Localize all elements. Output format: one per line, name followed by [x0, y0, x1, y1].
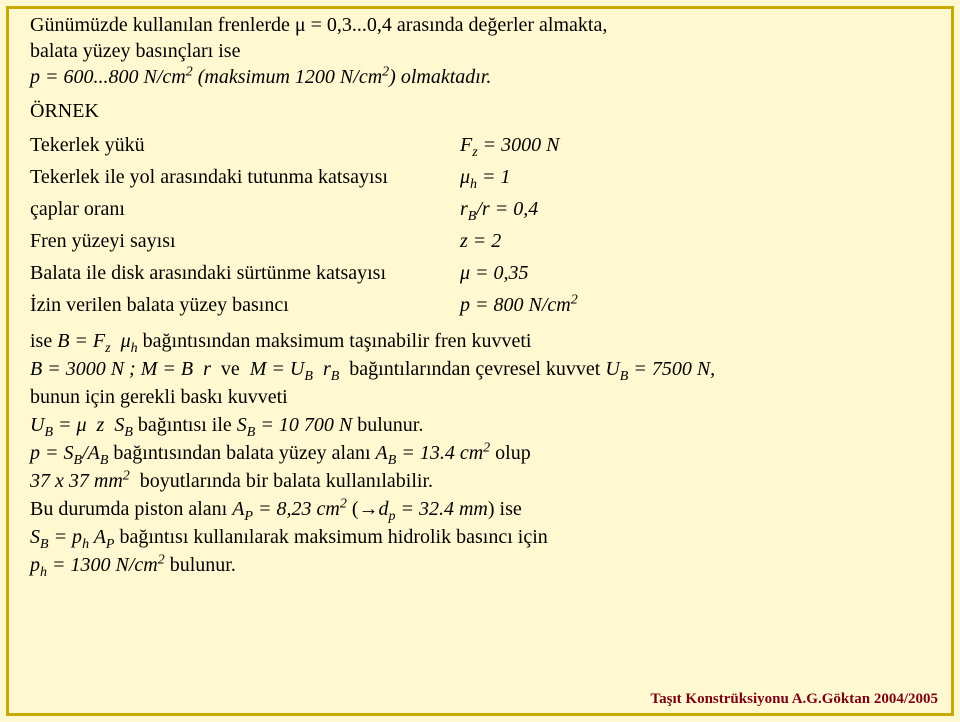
param-value: μh = 1 — [460, 164, 930, 190]
param-value: rB/r = 0,4 — [460, 196, 930, 222]
param-value: μ = 0,35 — [460, 260, 930, 286]
param-label: İzin verilen balata yüzey basıncı — [30, 292, 460, 318]
param-label: çaplar oranı — [30, 196, 460, 222]
table-row: çaplar oranı rB/r = 0,4 — [30, 196, 930, 222]
table-row: İzin verilen balata yüzey basıncı p = 80… — [30, 292, 930, 318]
result-line: B = 3000 N ; M = B r ve M = UB rB bağınt… — [30, 356, 930, 382]
table-row: Tekerlek yükü Fz = 3000 N — [30, 132, 930, 158]
result-line: UB = μ z SB bağıntısı ile SB = 10 700 N … — [30, 412, 930, 438]
intro-line-2: balata yüzey basınçları ise — [30, 38, 930, 64]
param-value: p = 800 N/cm2 — [460, 292, 930, 318]
parameters-table: Tekerlek yükü Fz = 3000 N Tekerlek ile y… — [30, 132, 930, 318]
result-line: SB = ph AP bağıntısı kullanılarak maksim… — [30, 524, 930, 550]
slide: Günümüzde kullanılan frenlerde μ = 0,3..… — [0, 0, 960, 722]
param-label: Tekerlek yükü — [30, 132, 460, 158]
param-label: Balata ile disk arasındaki sürtünme kats… — [30, 260, 460, 286]
footer-text: Taşıt Konstrüksiyonu A.G.Göktan 2004/200… — [651, 691, 938, 708]
param-value: z = 2 — [460, 228, 930, 254]
result-line: 37 x 37 mm2 boyutlarında bir balata kull… — [30, 468, 930, 494]
intro-line-1: Günümüzde kullanılan frenlerde μ = 0,3..… — [30, 12, 930, 38]
result-line: p = SB/AB bağıntısından balata yüzey ala… — [30, 440, 930, 466]
result-line: ise B = Fz μh bağıntısından maksimum taş… — [30, 328, 930, 354]
table-row: Balata ile disk arasındaki sürtünme kats… — [30, 260, 930, 286]
table-row: Fren yüzeyi sayısı z = 2 — [30, 228, 930, 254]
results-block: ise B = Fz μh bağıntısından maksimum taş… — [30, 328, 930, 578]
param-label: Fren yüzeyi sayısı — [30, 228, 460, 254]
result-line: Bu durumda piston alanı AP = 8,23 cm2 (→… — [30, 496, 930, 522]
param-value: Fz = 3000 N — [460, 132, 930, 158]
example-heading: ÖRNEK — [30, 98, 930, 124]
slide-content: Günümüzde kullanılan frenlerde μ = 0,3..… — [30, 12, 930, 580]
result-line: ph = 1300 N/cm2 bulunur. — [30, 552, 930, 578]
intro-paragraph: Günümüzde kullanılan frenlerde μ = 0,3..… — [30, 12, 930, 90]
table-row: Tekerlek ile yol arasındaki tutunma kats… — [30, 164, 930, 190]
result-line: bunun için gerekli baskı kuvveti — [30, 384, 930, 410]
intro-line-3: p = 600...800 N/cm2 (maksimum 1200 N/cm2… — [30, 64, 930, 90]
param-label: Tekerlek ile yol arasındaki tutunma kats… — [30, 164, 460, 190]
